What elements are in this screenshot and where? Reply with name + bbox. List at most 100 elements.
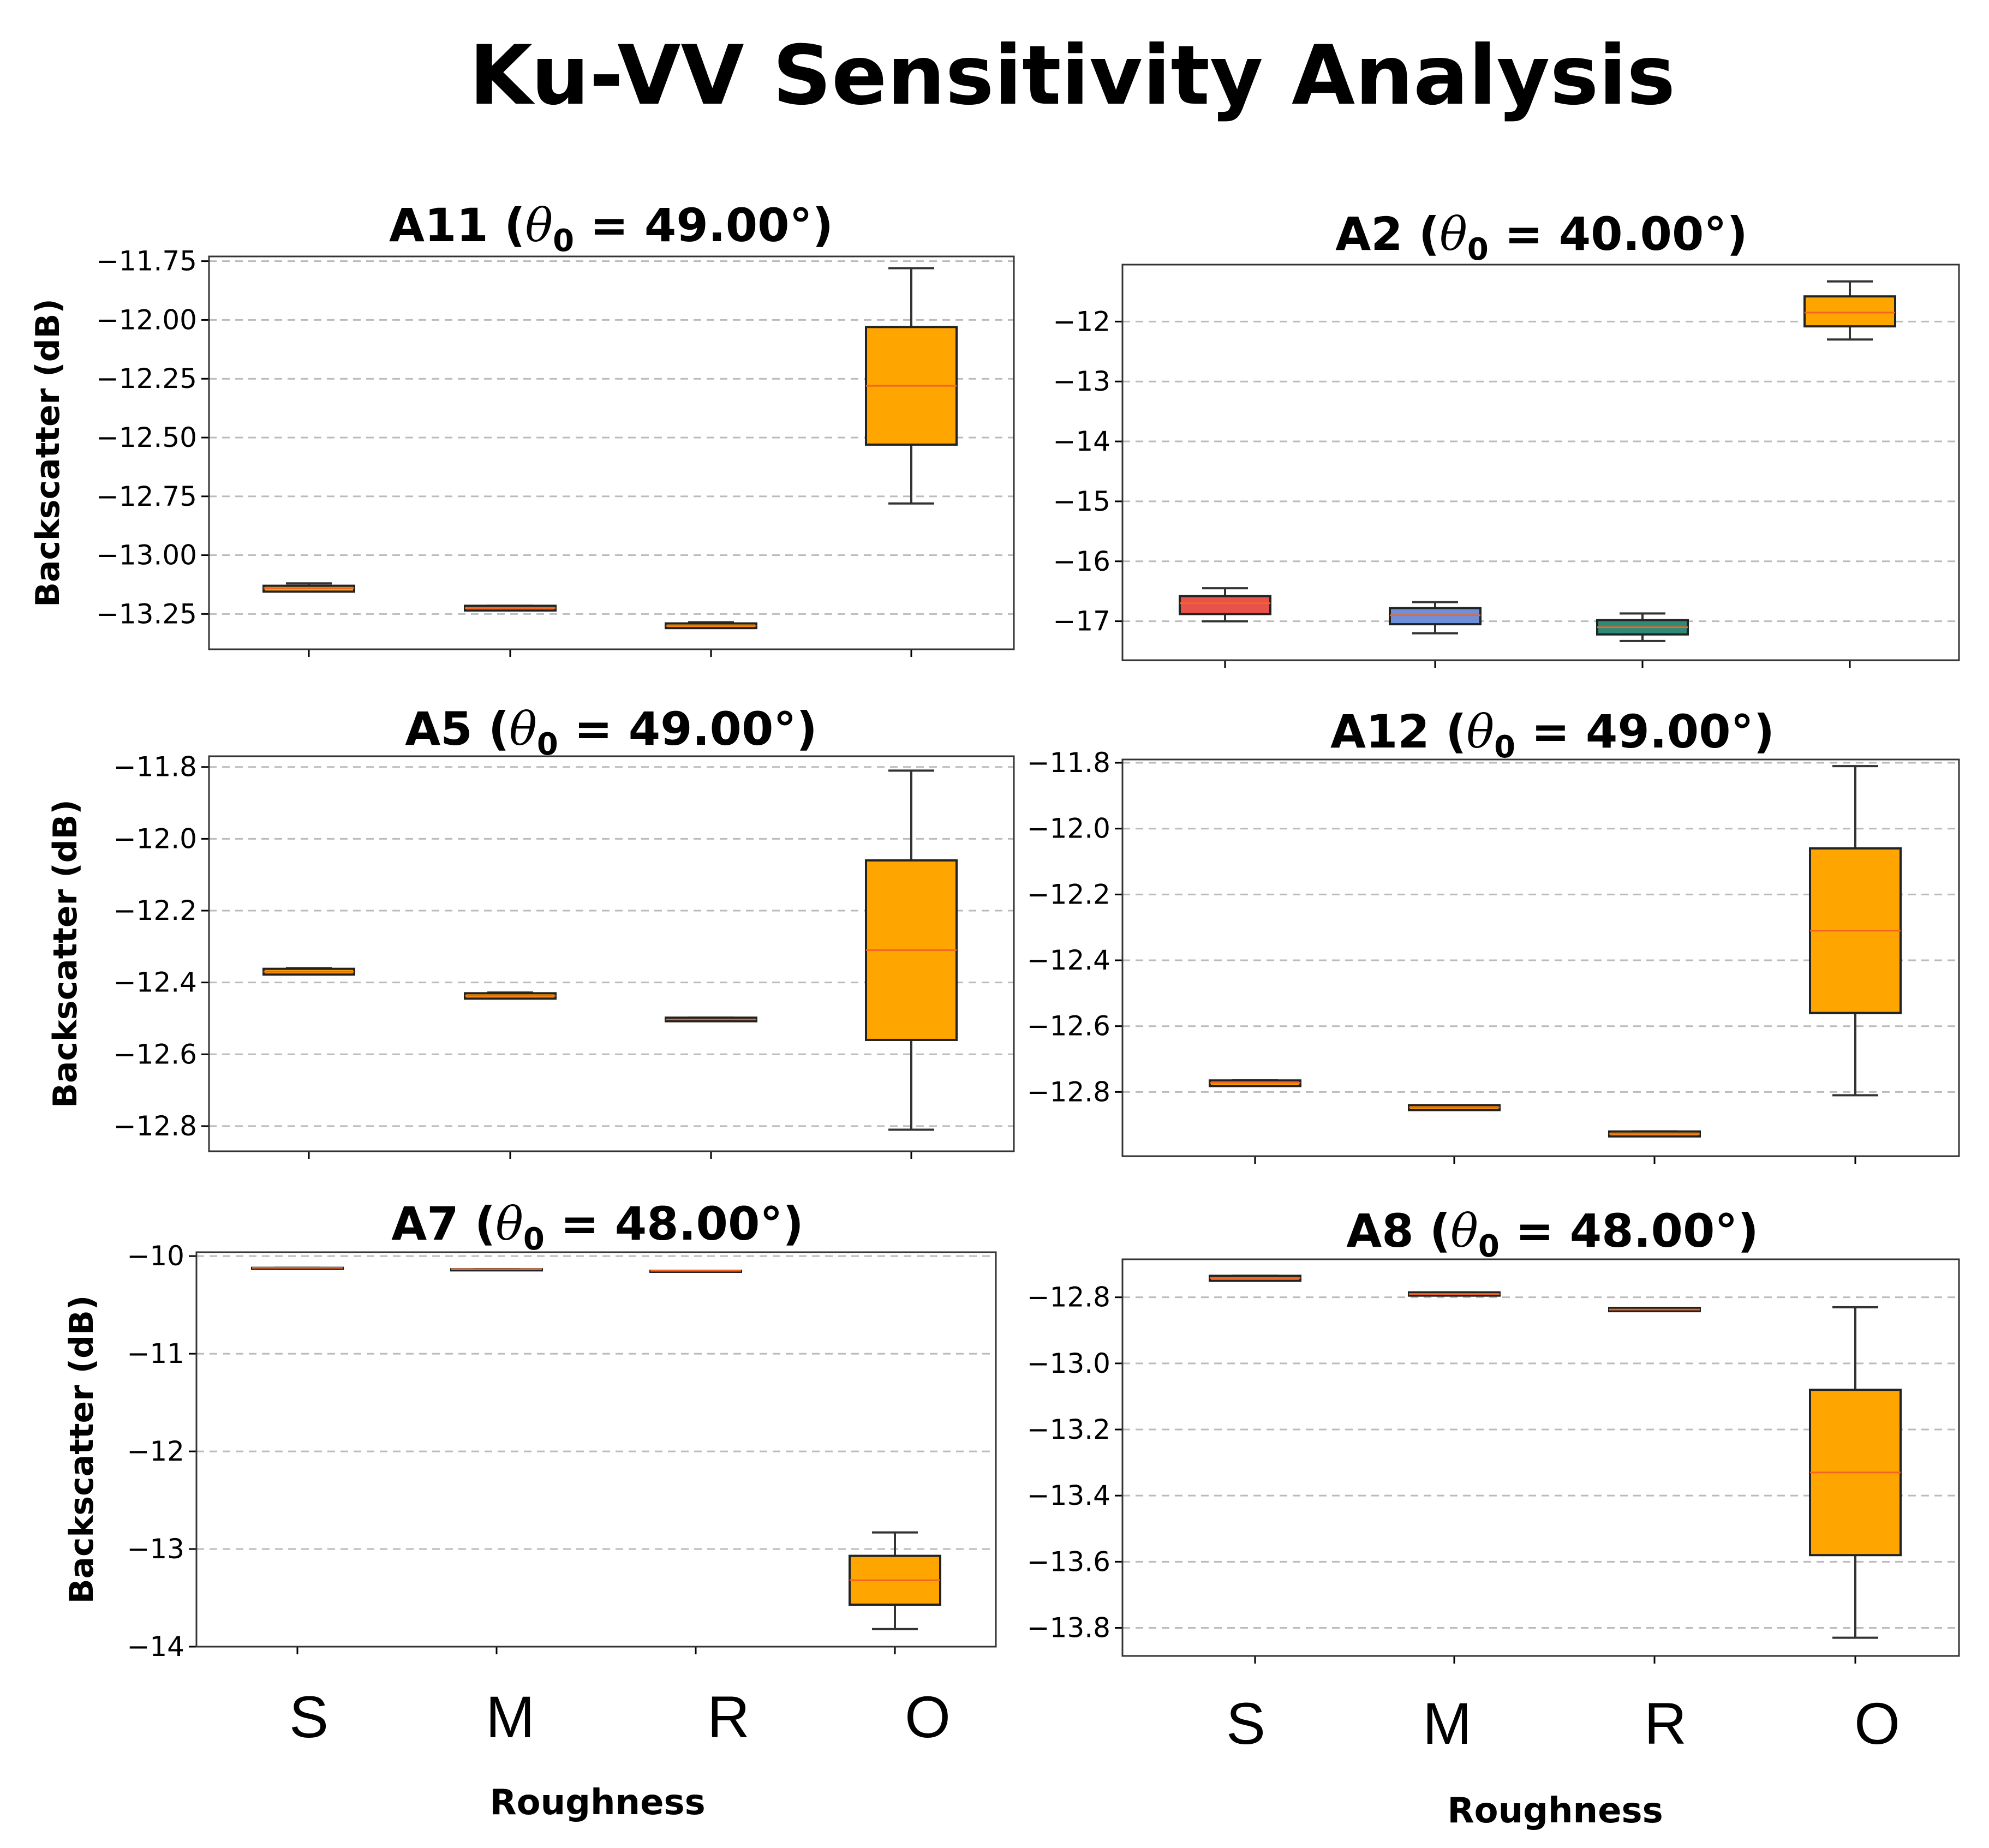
panel-3: −11.8 −12.0 −12.2 −12.4 −12.6 −12.8 A5 (θ0 = 4… [46,702,1015,1159]
x-axis-label-left: Roughness [489,1783,705,1823]
box-O [1803,280,1896,341]
box-R [1608,1307,1701,1313]
x-categories-right: S M R O [1226,1690,1900,1756]
box-M [464,991,557,1000]
plot-frame [208,255,1015,650]
y-tick-label: −13.2 [1027,1414,1110,1445]
box-S [262,967,355,976]
box-O [1809,1306,1902,1639]
y-tick-label: −17 [1053,606,1110,637]
y-tick-label: −12.50 [96,422,197,453]
category-label-R: R [707,1684,750,1750]
title-tail: = 48.00°) [1500,1204,1759,1258]
box-iqr [1179,595,1271,615]
y-tick-label: −11.75 [96,246,197,277]
title-tail: = 48.00°) [545,1197,804,1251]
title-subscript: 0 [1467,232,1489,267]
title-subscript: 0 [1494,729,1515,765]
y-tick-label: −14 [1053,426,1110,457]
y-tick-label: −12.00 [96,304,197,336]
category-label-S: S [289,1684,328,1750]
main-title: Ku-VV Sensitivity Analysis [469,28,1676,123]
y-tick-label: −11.8 [114,751,197,783]
category-label-S: S [1226,1690,1265,1756]
y-tick-label: −12.0 [114,823,197,854]
box-O [865,267,958,505]
box-S [262,582,355,593]
y-tick-label: −12 [127,1436,184,1467]
y-tick-label: −12.75 [96,481,197,512]
panel-title: A2 (θ0 = 40.00°) [1335,207,1748,267]
y-tick-label: −13.6 [1027,1546,1110,1577]
y-tick-label: −13.0 [1027,1348,1110,1379]
y-tick-label: −13 [1053,366,1110,397]
panel-title: A12 (θ0 = 49.00°) [1330,705,1775,765]
panel-title: A11 (θ0 = 49.00°) [389,199,833,259]
x-categories-left: S M R O [289,1684,951,1750]
title-main: A2 ( [1335,207,1440,261]
box-O [849,1531,941,1630]
panel-title: A5 (θ0 = 49.00°) [405,702,817,762]
x-axis-label-right: Roughness [1447,1791,1663,1831]
y-tick-label: −16 [1053,546,1110,577]
y-tick-label: −13.25 [96,598,197,630]
y-tick-label: −13.4 [1027,1480,1110,1511]
y-tick-label: −15 [1053,486,1110,517]
box-R [665,1016,757,1022]
y-tick-label: −13.8 [1027,1612,1110,1644]
title-tail: = 49.00°) [558,702,817,756]
box-iqr [1803,295,1896,328]
title-tail: = 40.00°) [1489,207,1748,261]
title-theta: θ [1450,1204,1478,1258]
plot-frame [1121,264,1960,661]
plot-frame [1121,758,1960,1157]
y-tick-label: −12 [1053,306,1110,337]
title-main: A7 ( [391,1197,495,1251]
plot-frame [208,755,1015,1152]
y-tick-label: −12.25 [96,363,197,394]
title-main: A8 ( [1346,1204,1450,1258]
box-M [450,1268,543,1272]
plot-frame [1121,1258,1960,1657]
panel-5: −10 −11 −12 −13 −14 A7 (θ0 = 48.00°) Backscatt… [63,1197,997,1662]
title-theta: θ [525,199,553,252]
y-axis-label: Backscatter (dB) [46,799,85,1108]
title-tail: = 49.00°) [1515,705,1775,758]
title-subscript: 0 [537,727,558,762]
y-tick-label: −12.2 [114,895,197,926]
title-subscript: 0 [523,1222,545,1257]
box-S [251,1266,344,1270]
box-S [1209,1275,1301,1282]
category-label-O: O [905,1684,951,1750]
panel-4: −11.8 −12.0 −12.2 −12.4 −12.6 −12.8 A12 (θ0 = … [1027,705,1960,1164]
panel-title: A8 (θ0 = 48.00°) [1346,1204,1759,1264]
box-M [1408,1291,1501,1297]
y-tick-label: −12.6 [114,1038,197,1070]
y-tick-label: −12.4 [1027,944,1110,976]
title-main: A5 ( [405,702,509,756]
title-subscript: 0 [1478,1229,1500,1264]
y-axis-label: Backscatter (dB) [29,298,67,607]
title-theta: θ [495,1197,523,1251]
title-theta: θ [1440,207,1467,261]
box-R [1608,1130,1701,1138]
title-theta: θ [1467,705,1495,758]
y-tick-label: −13 [127,1533,184,1565]
panel-title: A7 (θ0 = 48.00°) [391,1197,804,1257]
y-tick-label: −13.00 [96,540,197,571]
y-tick-label: −14 [127,1631,184,1662]
box-iqr [1389,607,1482,626]
box-R [649,1270,742,1273]
title-theta: θ [509,702,537,756]
box-S [1209,1079,1301,1087]
y-tick-label: −12.8 [1027,1076,1110,1108]
y-tick-label: −10 [127,1240,184,1272]
panel-6: −12.8 −13.0 −13.2 −13.4 −13.6 −13.8 A8 (θ0 = 4… [1027,1204,1960,1664]
box-O [865,769,958,1131]
y-tick-label: −12.0 [1027,813,1110,845]
title-main: A11 ( [389,199,525,252]
box-R [665,621,757,630]
y-tick-label: −12.2 [1027,878,1110,910]
title-main: A12 ( [1330,705,1467,758]
